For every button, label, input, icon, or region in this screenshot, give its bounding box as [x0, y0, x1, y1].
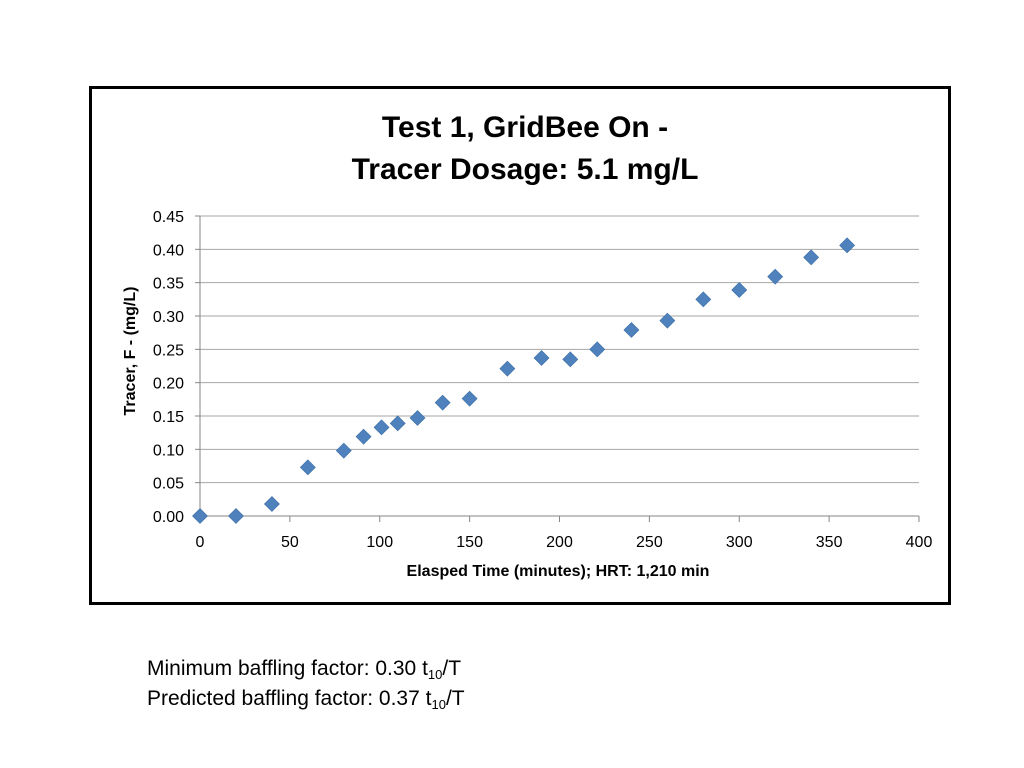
data-point	[803, 249, 820, 266]
data-point	[623, 322, 640, 338]
y-tick-label: 0.40	[153, 242, 184, 259]
data-point	[263, 496, 280, 512]
y-tick-label: 0.00	[153, 509, 184, 526]
data-point	[192, 508, 208, 524]
minimum-baffling-factor: Minimum baffling factor: 0.30 t10/T	[147, 654, 465, 684]
x-tick-label: 400	[906, 534, 933, 551]
y-tick-label: 0.10	[153, 442, 184, 459]
data-point	[695, 291, 712, 308]
chart-title-line-2: Tracer Dosage: 5.1 mg/L	[352, 153, 699, 186]
x-tick-label: 100	[366, 534, 393, 551]
data-markers	[192, 237, 856, 524]
pred-factor-subscript: 10	[431, 697, 446, 712]
data-point	[589, 341, 606, 358]
y-tick-label: 0.15	[153, 409, 184, 426]
y-tick-label: 0.35	[153, 276, 184, 293]
data-point	[562, 351, 579, 368]
data-point	[373, 419, 390, 436]
data-point	[533, 350, 550, 366]
chart-frame: Test 1, GridBee On - Tracer Dosage: 5.1 …	[89, 86, 951, 605]
data-point	[659, 312, 676, 329]
chart-title-line-1: Test 1, GridBee On -	[382, 111, 668, 144]
y-axis-title: Tracer, F - (mg/L)	[122, 287, 139, 416]
gridlines	[200, 215, 919, 484]
data-point	[767, 268, 784, 285]
y-tick-label: 0.20	[153, 376, 184, 393]
min-factor-suffix: /T	[442, 657, 462, 680]
pred-factor-text: Predicted baffling factor: 0.37 t	[147, 687, 432, 710]
data-point	[355, 428, 372, 445]
x-tick-label: 200	[546, 534, 573, 551]
x-tick-label: 300	[726, 534, 753, 551]
data-point	[499, 360, 516, 377]
x-axis-title: Elasped Time (minutes); HRT: 1,210 min	[407, 563, 710, 580]
baffling-notes: Minimum baffling factor: 0.30 t10/T Pred…	[147, 654, 465, 714]
x-tick-label: 150	[456, 534, 483, 551]
x-tick-label: 0	[196, 534, 205, 551]
predicted-baffling-factor: Predicted baffling factor: 0.37 t10/T	[147, 684, 465, 714]
x-tick-label: 350	[816, 534, 843, 551]
data-point	[434, 394, 451, 411]
data-point	[335, 442, 352, 459]
x-tick-label: 250	[636, 534, 663, 551]
y-tick-label: 0.45	[153, 209, 184, 226]
data-point	[228, 508, 244, 524]
y-tick-label: 0.30	[153, 309, 184, 326]
data-point	[461, 390, 478, 407]
data-point	[409, 410, 426, 426]
y-tick-label: 0.05	[153, 476, 184, 493]
min-factor-subscript: 10	[427, 667, 443, 682]
data-point	[389, 415, 406, 432]
data-point	[299, 459, 316, 476]
scatter-chart: Test 1, GridBee On - Tracer Dosage: 5.1 …	[122, 111, 933, 580]
x-tick-label: 50	[281, 534, 299, 551]
pred-factor-suffix: /T	[445, 687, 465, 710]
tick-labels: 0.00 0.05 0.10 0.15 0.20 0.25 0.30 0.35 0.40 0.45…	[153, 209, 933, 551]
data-point	[731, 282, 748, 298]
min-factor-text: Minimum baffling factor: 0.30 t	[147, 657, 428, 680]
data-point	[839, 237, 856, 254]
y-tick-label: 0.25	[153, 342, 184, 359]
